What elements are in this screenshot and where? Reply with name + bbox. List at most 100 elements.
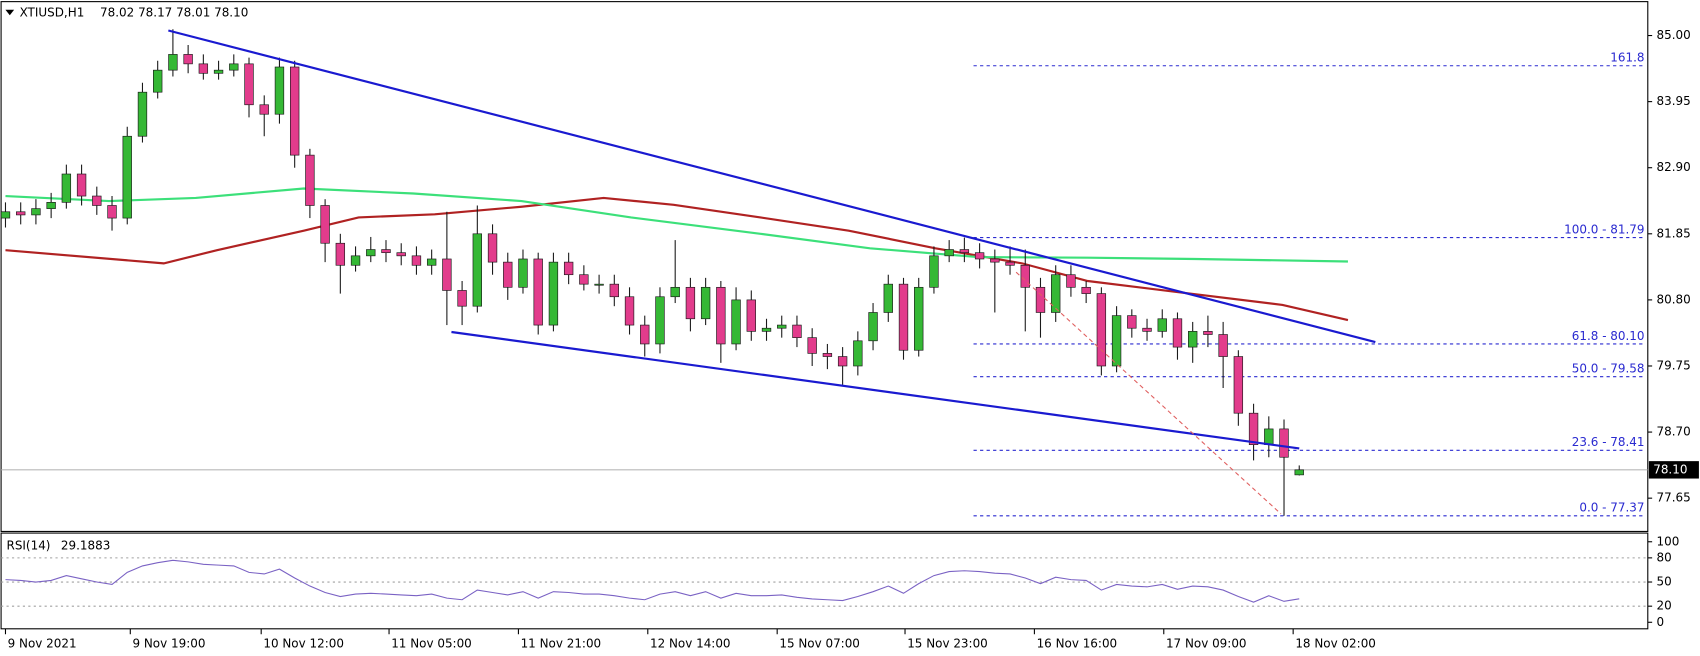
candle-body	[716, 286, 726, 345]
candle-body	[685, 286, 696, 320]
quote: 78.02 78.17 78.01 78.10	[100, 6, 248, 20]
y-tick-label: 78.70	[1656, 425, 1690, 439]
candle-body	[548, 261, 559, 326]
candle-body	[503, 261, 513, 288]
fib-label: 23.6 - 78.41	[1572, 435, 1645, 449]
candle-body	[1218, 334, 1228, 357]
candle-body	[442, 258, 452, 291]
rsi-last-value: 29.1883	[61, 539, 110, 553]
candle-body	[1051, 274, 1061, 313]
candle-body	[122, 135, 132, 219]
x-tick-label: 9 Nov 19:00	[132, 637, 205, 651]
candle-body	[959, 249, 970, 254]
y-tick-label: 81.85	[1656, 226, 1690, 240]
fib-label: 161.8	[1610, 51, 1644, 65]
candle-body	[944, 249, 954, 257]
candle-body	[1279, 428, 1289, 458]
candle-body	[1172, 318, 1183, 348]
candle-body	[837, 356, 848, 367]
candle-body	[700, 286, 711, 320]
main-panel-border	[0, 1, 1649, 532]
y-tick-label: 85.00	[1656, 28, 1690, 42]
x-tick-label: 15 Nov 23:00	[907, 637, 988, 651]
candle-body	[76, 173, 87, 197]
candle-body	[46, 202, 56, 209]
y-tick-label: 50	[1656, 575, 1671, 589]
candle-body	[1233, 356, 1244, 414]
x-tick-label: 10 Nov 12:00	[263, 637, 344, 651]
candle-body	[533, 258, 543, 326]
candle-body	[366, 249, 376, 257]
candle-body	[609, 283, 619, 298]
candle-body	[655, 296, 665, 345]
rsi-line	[5, 559, 1300, 603]
x-tick-label: 9 Nov 2021	[8, 637, 77, 651]
candle-body	[259, 104, 269, 115]
moving-average	[5, 196, 1349, 322]
fib-label: 0.0 - 77.37	[1579, 501, 1644, 515]
candle-body	[1020, 264, 1030, 288]
candle-body	[868, 312, 878, 342]
candle-body	[381, 249, 391, 254]
candle-body	[1005, 261, 1015, 266]
x-tick-label: 15 Nov 07:00	[779, 637, 860, 651]
symbol: XTIUSD,H1	[20, 6, 85, 20]
candle-body	[1066, 274, 1076, 288]
candle-body	[305, 154, 315, 206]
candle-body	[1294, 469, 1304, 476]
candle-body	[107, 205, 117, 219]
candle-body	[1035, 286, 1046, 313]
y-tick-label: 80	[1656, 550, 1671, 564]
trendline	[1015, 271, 1282, 515]
candle-body	[929, 255, 939, 288]
candle-body	[320, 205, 330, 244]
candle-body	[914, 286, 924, 351]
candle-body	[1264, 428, 1274, 445]
candle-body	[563, 261, 574, 276]
fib-label: 61.8 - 80.10	[1572, 329, 1645, 343]
candle-body	[579, 274, 589, 285]
candle-body	[31, 208, 41, 216]
candle-body	[487, 233, 498, 263]
candle-body	[518, 258, 528, 288]
y-tick-label: 77.65	[1656, 491, 1690, 505]
candle-body	[137, 91, 148, 137]
y-tick-label: 82.90	[1656, 160, 1690, 174]
candle-body	[396, 252, 406, 257]
candle-body	[640, 324, 650, 345]
candle-body	[594, 283, 604, 286]
candle-body	[807, 337, 817, 354]
rsi-title: RSI(14)	[7, 539, 51, 553]
trendline	[451, 330, 1300, 450]
fib-label: 100.0 - 81.79	[1564, 222, 1644, 236]
y-tick-label: 100	[1656, 534, 1679, 548]
candle-body	[822, 353, 833, 357]
candle-body	[1248, 412, 1259, 445]
moving-average	[5, 187, 1348, 263]
candle-body	[1142, 327, 1152, 332]
candle-body	[853, 340, 863, 367]
x-tick-label: 18 Nov 02:00	[1295, 637, 1376, 651]
candle-body	[1096, 293, 1107, 367]
y-tick-label: 79.75	[1656, 358, 1690, 372]
candle-body	[426, 258, 437, 266]
x-tick-label: 16 Nov 16:00	[1037, 637, 1118, 651]
candle-body	[61, 173, 72, 203]
candle-body	[168, 54, 178, 71]
y-tick-label: 80.80	[1656, 292, 1690, 306]
candle-body	[731, 299, 741, 345]
candle-body	[1203, 331, 1213, 335]
candle-body	[624, 296, 635, 326]
x-tick-label: 12 Nov 14:00	[650, 637, 731, 651]
candle-body	[213, 69, 224, 74]
candle-body	[1081, 286, 1091, 294]
plot-area	[1, 29, 1648, 517]
y-tick-label: 83.95	[1656, 94, 1690, 108]
rsi-panel-border	[0, 532, 1649, 630]
candle-body	[974, 252, 985, 260]
candle-body	[244, 63, 254, 106]
candle-body	[1127, 315, 1137, 329]
fib-label: 50.0 - 79.58	[1572, 362, 1645, 376]
